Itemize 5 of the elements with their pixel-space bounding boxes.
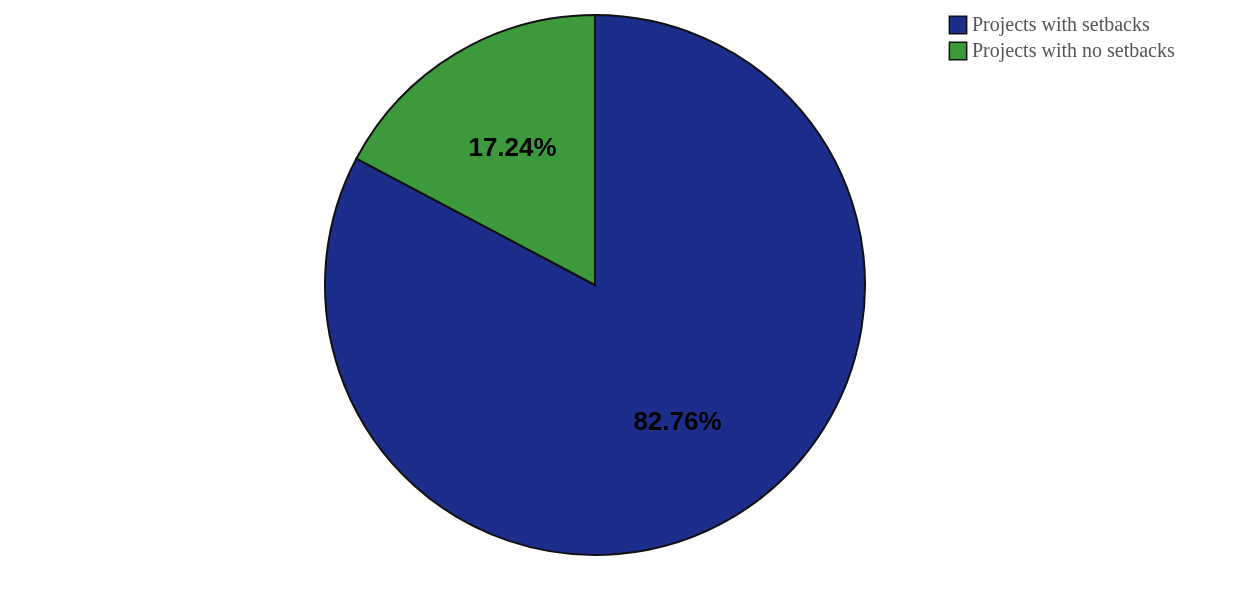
legend-label: Projects with no setbacks [972,39,1175,62]
data-label: 17.24% [468,131,557,162]
data-label: 82.76% [633,406,722,437]
legend-label: Projects with setbacks [972,13,1150,36]
pie-slice [324,14,866,556]
